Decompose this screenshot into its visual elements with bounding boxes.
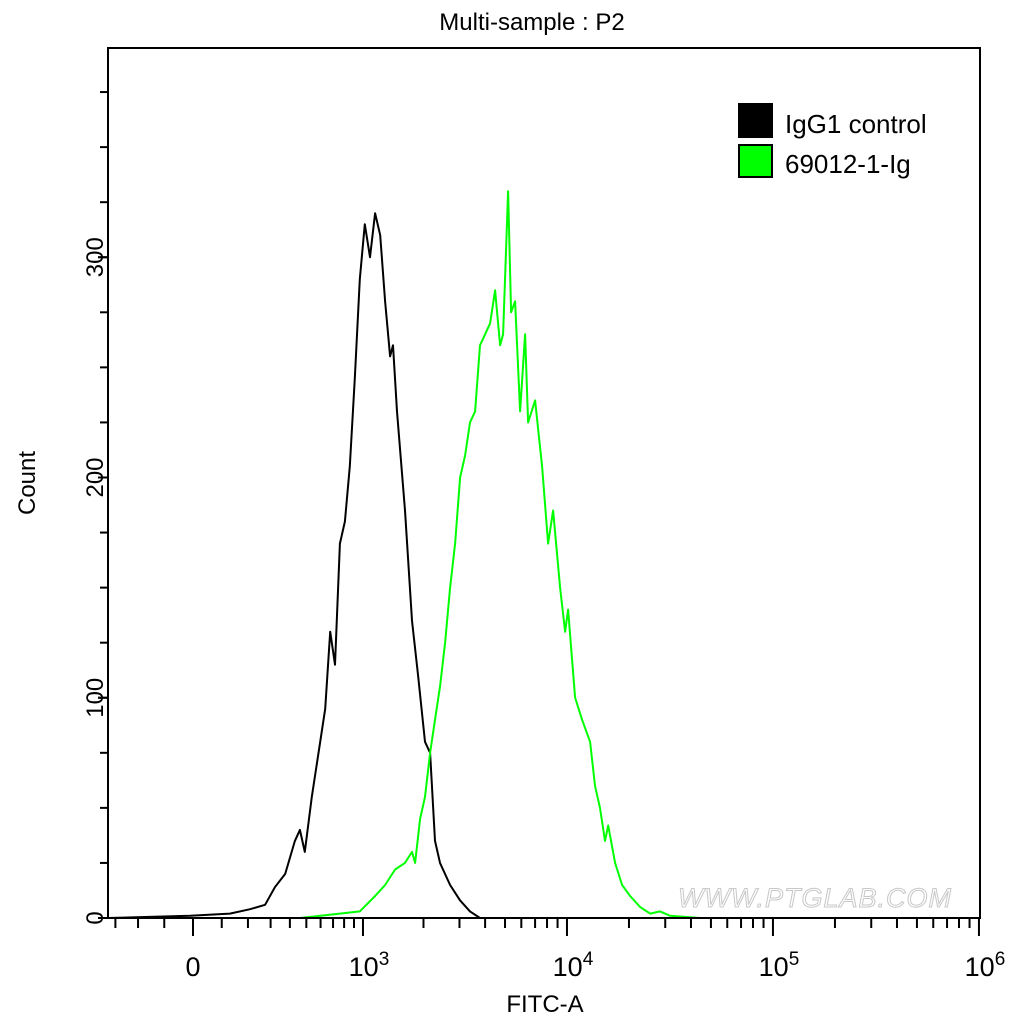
series-line-igg1-control: [108, 212, 522, 919]
x-axis-label: FITC-A: [506, 991, 583, 1018]
legend-label-69012-1-ig: 69012-1-Ig: [785, 149, 911, 179]
legend-label-igg1-control: IgG1 control: [785, 109, 927, 139]
legend: IgG1 control 69012-1-Ig: [738, 103, 927, 179]
x-tick-label: 0: [185, 952, 200, 982]
legend-swatch-igg1-control: [738, 103, 773, 138]
legend-swatch-69012-1-ig: [738, 144, 773, 178]
axis-ticks: 0 100 200 300 0 103 104 105 106: [82, 91, 1006, 982]
x-tick-label: 105: [759, 949, 800, 982]
y-tick-label: 200: [82, 457, 109, 497]
y-tick-label: 0: [82, 911, 109, 924]
y-axis-label: Count: [14, 451, 41, 515]
y-tick-label: 300: [82, 237, 109, 277]
plot-frame: [107, 47, 981, 919]
watermark: WWW.PTGLAB.COM: [678, 883, 952, 913]
chart-title: Multi-sample : P2: [439, 9, 624, 36]
x-tick-label: 103: [349, 949, 390, 982]
series-group: [108, 190, 701, 919]
y-tick-label: 100: [82, 678, 109, 718]
x-tick-label: 104: [553, 949, 594, 982]
x-tick-label: 106: [965, 949, 1006, 982]
series-line-69012-1-ig: [299, 190, 701, 919]
